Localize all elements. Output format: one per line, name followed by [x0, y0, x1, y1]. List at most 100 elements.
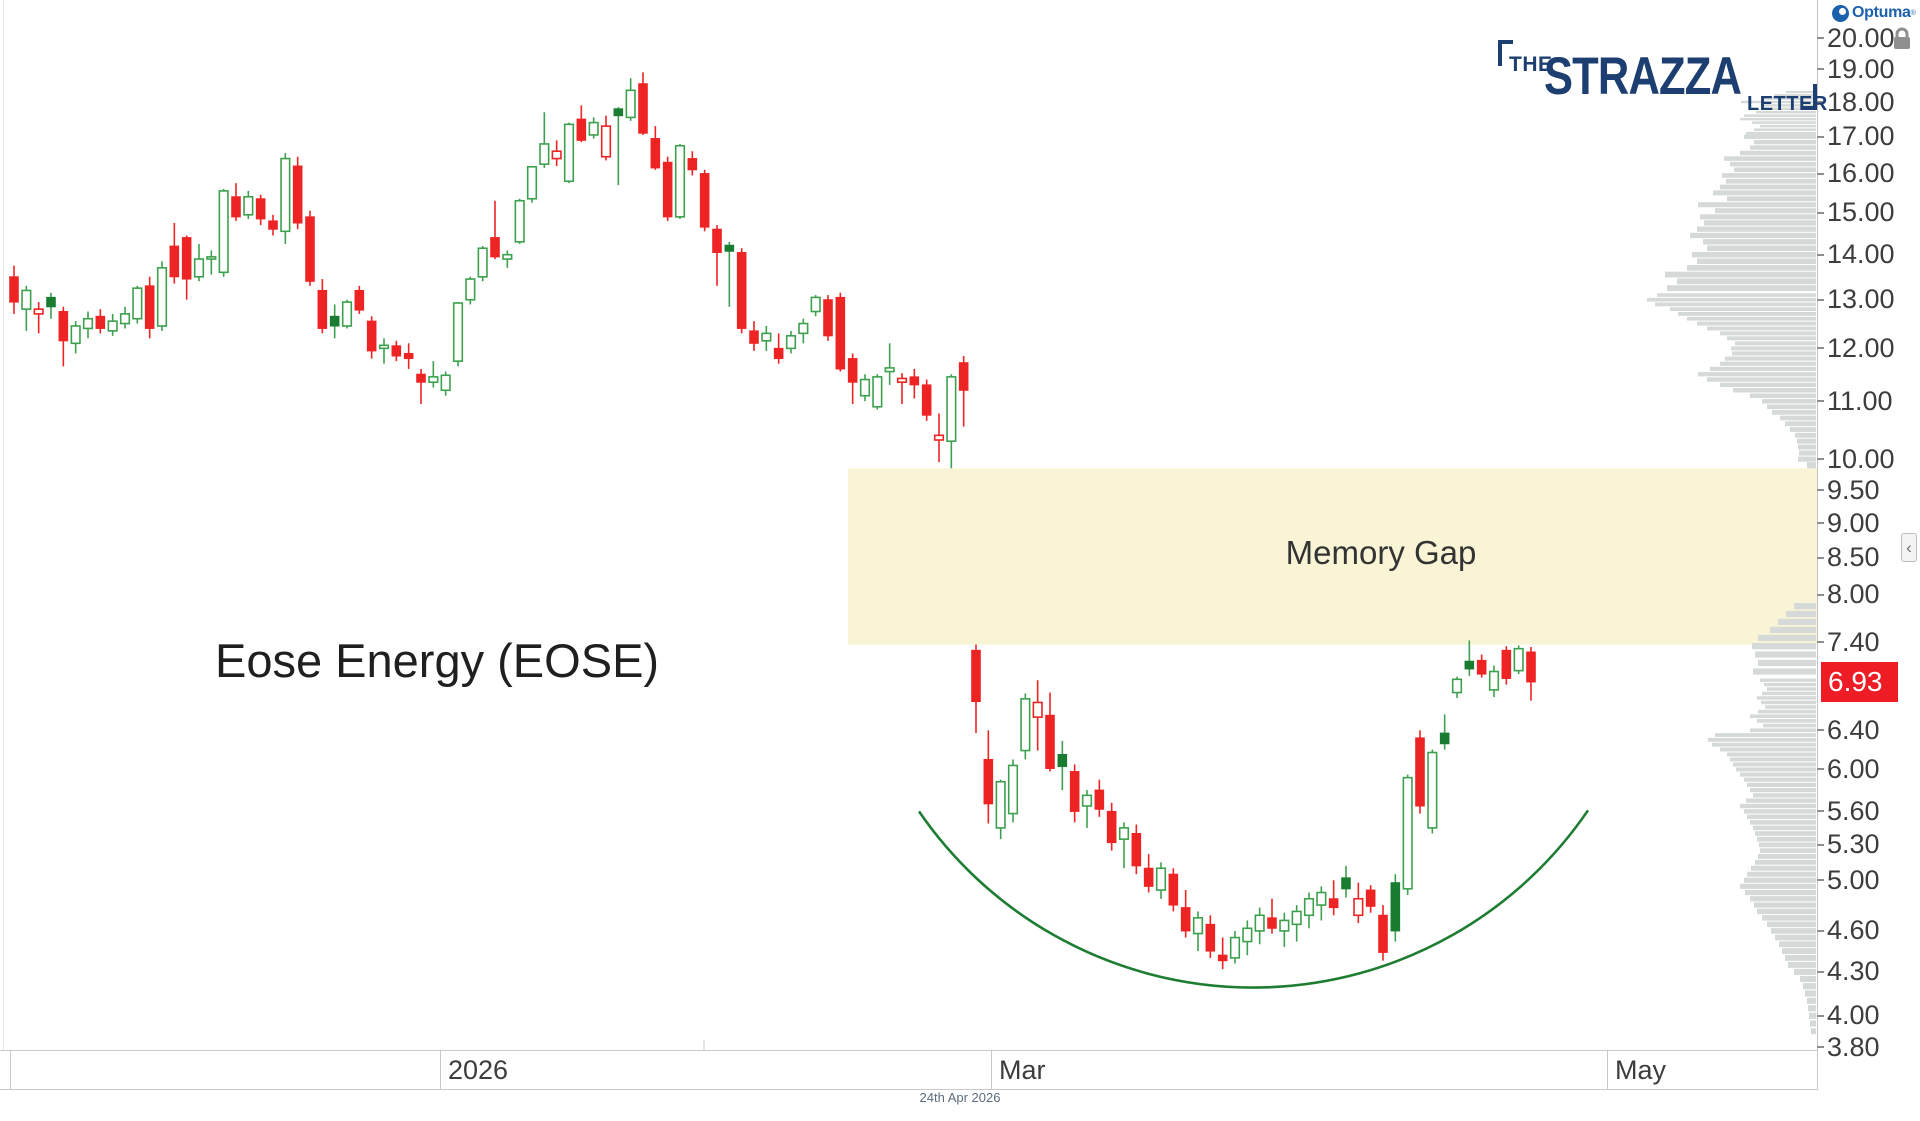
price-axis-tick — [1817, 37, 1824, 39]
date-axis-divider — [1607, 1051, 1608, 1090]
price-axis-label: 20.00 — [1827, 22, 1895, 53]
base-arc[interactable] — [917, 809, 1590, 989]
registered-mark: ® — [1910, 9, 1916, 17]
candle — [724, 241, 735, 307]
candle — [82, 311, 94, 339]
candle — [1131, 824, 1142, 875]
date-axis-label: May — [1615, 1055, 1667, 1085]
optuma-wordmark: Optuma — [1852, 4, 1911, 21]
candle — [193, 243, 205, 282]
candle — [218, 188, 229, 277]
candle — [933, 413, 945, 463]
candle — [366, 316, 377, 359]
date-axis[interactable]: 2026 Mar May — [0, 1050, 1818, 1090]
candle — [625, 78, 636, 121]
price-axis-tick — [1817, 1014, 1824, 1017]
candle — [1513, 645, 1524, 675]
price-axis-tick — [1817, 172, 1824, 175]
candle — [600, 115, 612, 161]
candle — [1378, 905, 1388, 961]
candle — [465, 276, 476, 305]
candle — [539, 112, 550, 168]
candle — [428, 361, 439, 388]
candle — [1303, 892, 1315, 929]
logo-word-letter: LETTER — [1747, 93, 1828, 115]
candle — [563, 122, 575, 184]
candle — [317, 279, 328, 334]
candle — [921, 379, 932, 421]
price-axis-label: 14.00 — [1827, 239, 1895, 270]
price-axis-tick — [1817, 522, 1824, 525]
price-axis-label: 9.00 — [1827, 507, 1880, 538]
candle — [502, 250, 513, 268]
candle — [909, 368, 920, 399]
candle — [1057, 740, 1068, 791]
candle — [1229, 930, 1241, 964]
candle — [526, 165, 538, 203]
price-axis-label: 16.00 — [1827, 158, 1895, 189]
candle — [169, 222, 180, 284]
optuma-logo: Optuma ® — [1832, 2, 1916, 24]
price-axis-label: 8.00 — [1827, 579, 1880, 610]
price-axis-tick — [1817, 211, 1824, 214]
candle — [1415, 730, 1425, 814]
price-axis[interactable]: 20.00 19.00 18.00 17.00 16.00 15.00 14.00 13.00… — [0, 0, 1920, 1062]
price-axis-tick — [1817, 298, 1824, 301]
price-axis-label: 7.40 — [1827, 626, 1880, 657]
logo-bracket-bottom-right-icon — [1802, 84, 1817, 110]
price-axis-label: 6.00 — [1827, 753, 1880, 784]
lock-icon — [1894, 27, 1910, 49]
candle — [416, 368, 426, 404]
price-axis-label: 6.40 — [1827, 714, 1880, 745]
candle — [1020, 693, 1031, 760]
price-axis-label: 13.00 — [1827, 284, 1895, 315]
price-axis-label: 11.00 — [1827, 385, 1893, 416]
candle — [588, 117, 599, 139]
candle — [1007, 759, 1019, 823]
candle — [1094, 779, 1105, 817]
candle — [95, 309, 106, 334]
candle — [785, 330, 797, 354]
candle — [674, 143, 686, 219]
candle — [823, 295, 833, 341]
candle — [995, 779, 1006, 840]
price-axis-label: 5.00 — [1827, 864, 1880, 895]
candle — [773, 333, 784, 364]
candle — [1254, 907, 1265, 945]
candle — [1464, 640, 1475, 676]
candle — [859, 374, 871, 402]
candle — [132, 285, 143, 324]
candle — [144, 276, 155, 339]
memory-gap-label: Memory Gap — [1285, 534, 1477, 571]
candle — [1488, 665, 1500, 698]
candle — [749, 321, 759, 351]
candle — [810, 295, 821, 317]
candle — [1439, 714, 1450, 750]
candle — [268, 214, 278, 236]
candle — [1316, 886, 1327, 921]
memory-gap-band[interactable] — [848, 468, 1817, 645]
candle — [1427, 749, 1438, 834]
logo-word-the: THE — [1509, 53, 1553, 76]
price-axis-tick — [1817, 556, 1824, 559]
candle — [206, 250, 217, 275]
candle — [699, 169, 710, 232]
candle — [798, 318, 809, 344]
price-axis-label: 15.00 — [1827, 197, 1895, 228]
price-axis-tick — [1817, 810, 1824, 813]
candle — [1365, 885, 1376, 913]
candle — [1032, 680, 1043, 751]
price-axis-tick — [1817, 253, 1824, 256]
price-axis-label: 10.00 — [1827, 443, 1895, 474]
candle — [983, 730, 994, 824]
chart-title: Eose Energy (EOSE) — [215, 634, 660, 687]
price-axis-label: 5.30 — [1827, 829, 1880, 860]
candle — [181, 235, 192, 300]
candle — [46, 292, 56, 319]
price-axis-label: 5.60 — [1827, 795, 1880, 826]
candle — [1045, 692, 1055, 772]
price-axis-tick — [1817, 1046, 1824, 1048]
axis-collapse-button[interactable]: ‹ — [1901, 533, 1917, 562]
